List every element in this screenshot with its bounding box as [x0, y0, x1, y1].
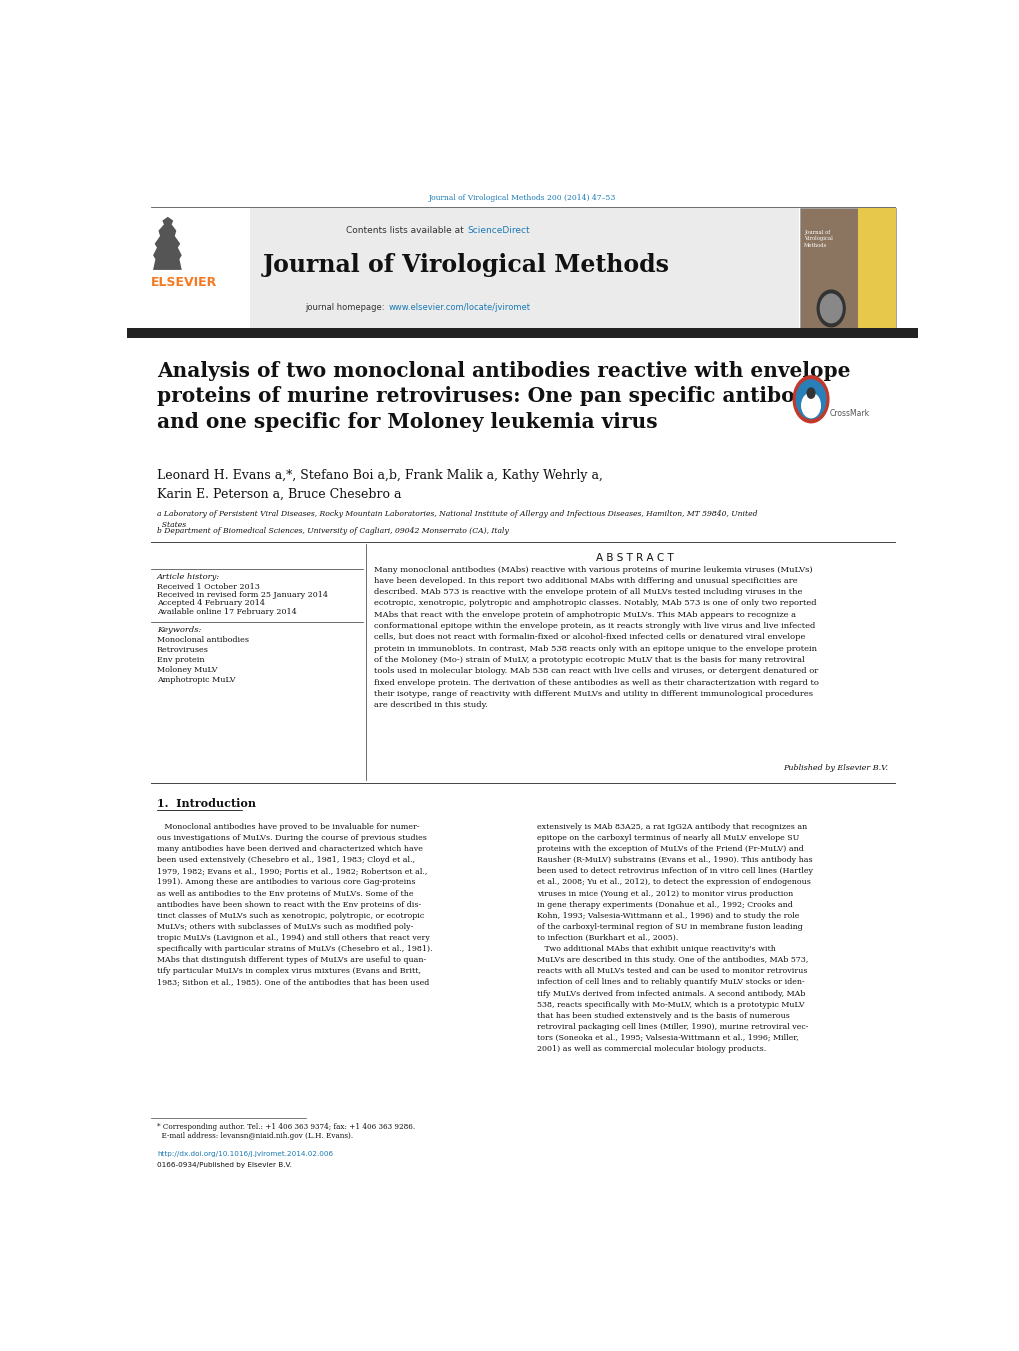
Text: Monoclonal antibodies have proved to be invaluable for numer-
ous investigations: Monoclonal antibodies have proved to be …: [157, 823, 432, 986]
Text: 1.  Introduction: 1. Introduction: [157, 798, 256, 809]
Text: Moloney MuLV: Moloney MuLV: [157, 666, 217, 674]
Text: Accepted 4 February 2014: Accepted 4 February 2014: [157, 600, 265, 608]
Text: journal homepage:: journal homepage:: [305, 303, 387, 312]
Text: b Department of Biomedical Sciences, University of Cagliari, 09042 Monserrato (C: b Department of Biomedical Sciences, Uni…: [157, 527, 508, 535]
Bar: [800, 208, 896, 328]
Text: * Corresponding author. Tel.: +1 406 363 9374; fax: +1 406 363 9286.: * Corresponding author. Tel.: +1 406 363…: [157, 1123, 415, 1131]
Circle shape: [801, 393, 819, 417]
Text: Received 1 October 2013: Received 1 October 2013: [157, 582, 260, 590]
Bar: [149, 208, 250, 328]
Text: Contents lists available at: Contents lists available at: [345, 226, 466, 235]
Polygon shape: [153, 216, 181, 270]
Text: Journal of Virological Methods 200 (2014) 47–53: Journal of Virological Methods 200 (2014…: [429, 195, 615, 203]
Text: 0166-0934/Published by Elsevier B.V.: 0166-0934/Published by Elsevier B.V.: [157, 1162, 291, 1167]
Bar: [857, 208, 896, 328]
Text: Available online 17 February 2014: Available online 17 February 2014: [157, 608, 297, 616]
Text: Leonard H. Evans a,*, Stefano Boi a,b, Frank Malik a, Kathy Wehrly a,
Karin E. P: Leonard H. Evans a,*, Stefano Boi a,b, F…: [157, 469, 602, 501]
Text: Article history:: Article history:: [157, 573, 220, 581]
Text: E-mail address: levansn@niaid.nih.gov (L.H. Evans).: E-mail address: levansn@niaid.nih.gov (L…: [157, 1132, 353, 1140]
Circle shape: [816, 290, 845, 327]
Text: http://dx.doi.org/10.1016/j.jviromet.2014.02.006: http://dx.doi.org/10.1016/j.jviromet.201…: [157, 1151, 333, 1156]
Circle shape: [819, 295, 842, 323]
Text: Published by Elsevier B.V.: Published by Elsevier B.V.: [783, 765, 888, 773]
Bar: [149, 208, 798, 328]
Text: Retroviruses: Retroviruses: [157, 646, 209, 654]
Text: CrossMark: CrossMark: [828, 408, 869, 417]
Text: Many monoclonal antibodies (MAbs) reactive with various proteins of murine leuke: Many monoclonal antibodies (MAbs) reacti…: [374, 566, 818, 709]
Circle shape: [806, 388, 814, 399]
Text: Analysis of two monoclonal antibodies reactive with envelope
proteins of murine : Analysis of two monoclonal antibodies re…: [157, 361, 850, 432]
Text: Keywords:: Keywords:: [157, 627, 201, 635]
Text: Amphotropic MuLV: Amphotropic MuLV: [157, 676, 235, 684]
Text: Env protein: Env protein: [157, 655, 205, 663]
Circle shape: [796, 380, 825, 419]
Text: Journal of
Virological
Methods: Journal of Virological Methods: [803, 230, 833, 249]
Text: Journal of Virological Methods: Journal of Virological Methods: [263, 253, 669, 277]
Text: a Laboratory of Persistent Viral Diseases, Rocky Mountain Laboratories, National: a Laboratory of Persistent Viral Disease…: [157, 511, 757, 528]
Text: ScienceDirect: ScienceDirect: [468, 226, 530, 235]
Text: A B S T R A C T: A B S T R A C T: [596, 554, 674, 563]
Text: Received in revised form 25 January 2014: Received in revised form 25 January 2014: [157, 590, 328, 598]
Text: Monoclonal antibodies: Monoclonal antibodies: [157, 636, 249, 643]
Text: extensively is MAb 83A25, a rat IgG2A antibody that recognizes an
epitope on the: extensively is MAb 83A25, a rat IgG2A an…: [536, 823, 812, 1054]
Text: www.elsevier.com/locate/jviromet: www.elsevier.com/locate/jviromet: [388, 303, 530, 312]
Bar: [127, 328, 917, 338]
Circle shape: [793, 376, 828, 423]
Text: ELSEVIER: ELSEVIER: [151, 276, 217, 289]
